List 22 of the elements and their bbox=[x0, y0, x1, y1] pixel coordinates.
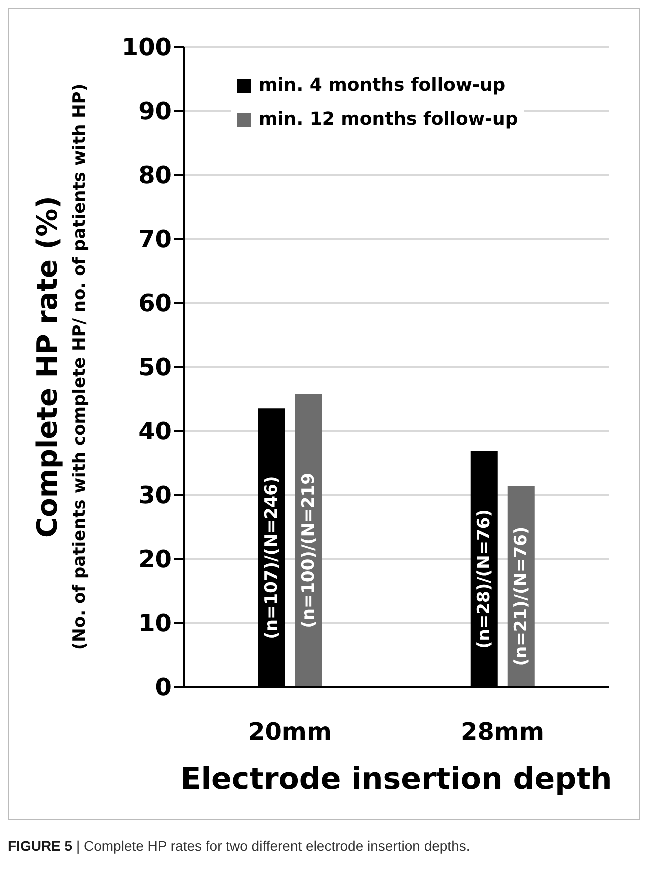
y-tick-label: 0 bbox=[155, 674, 172, 702]
data-label: (n=107)/(N=246) bbox=[262, 476, 282, 640]
y-tick-label: 90 bbox=[138, 98, 172, 126]
y-tick-label: 20 bbox=[138, 546, 172, 574]
y-tick-label: 80 bbox=[138, 162, 172, 190]
data-label: (n=28)/(N=76) bbox=[474, 510, 494, 649]
x-tick-label: 20mm bbox=[248, 718, 332, 746]
y-tick-label: 100 bbox=[122, 34, 172, 62]
x-axis-title: Electrode insertion depth bbox=[180, 762, 612, 797]
data-label: (n=21)/(N=76) bbox=[511, 526, 532, 666]
y-tick-label: 30 bbox=[138, 482, 172, 510]
y-tick-label: 40 bbox=[138, 418, 172, 446]
legend-label: min. 4 months follow-up bbox=[259, 74, 506, 98]
legend-label: min. 12 months follow-up bbox=[259, 108, 518, 132]
y-axis-title: Complete HP rate (%) (No. of patients with complete HP/ no. of patients with HP) bbox=[31, 84, 90, 650]
y-tick-label: 50 bbox=[138, 354, 172, 382]
y-tick-label: 70 bbox=[138, 226, 172, 254]
x-tick-label: 28mm bbox=[461, 718, 544, 746]
y-tick-label: 10 bbox=[138, 610, 172, 638]
data-label: (n=100)/(N=219 bbox=[298, 473, 319, 628]
caption: FIGURE 5 | Complete HP rates for two different electrode insertion depths. bbox=[8, 838, 472, 854]
y-tick-label: 60 bbox=[138, 290, 172, 318]
